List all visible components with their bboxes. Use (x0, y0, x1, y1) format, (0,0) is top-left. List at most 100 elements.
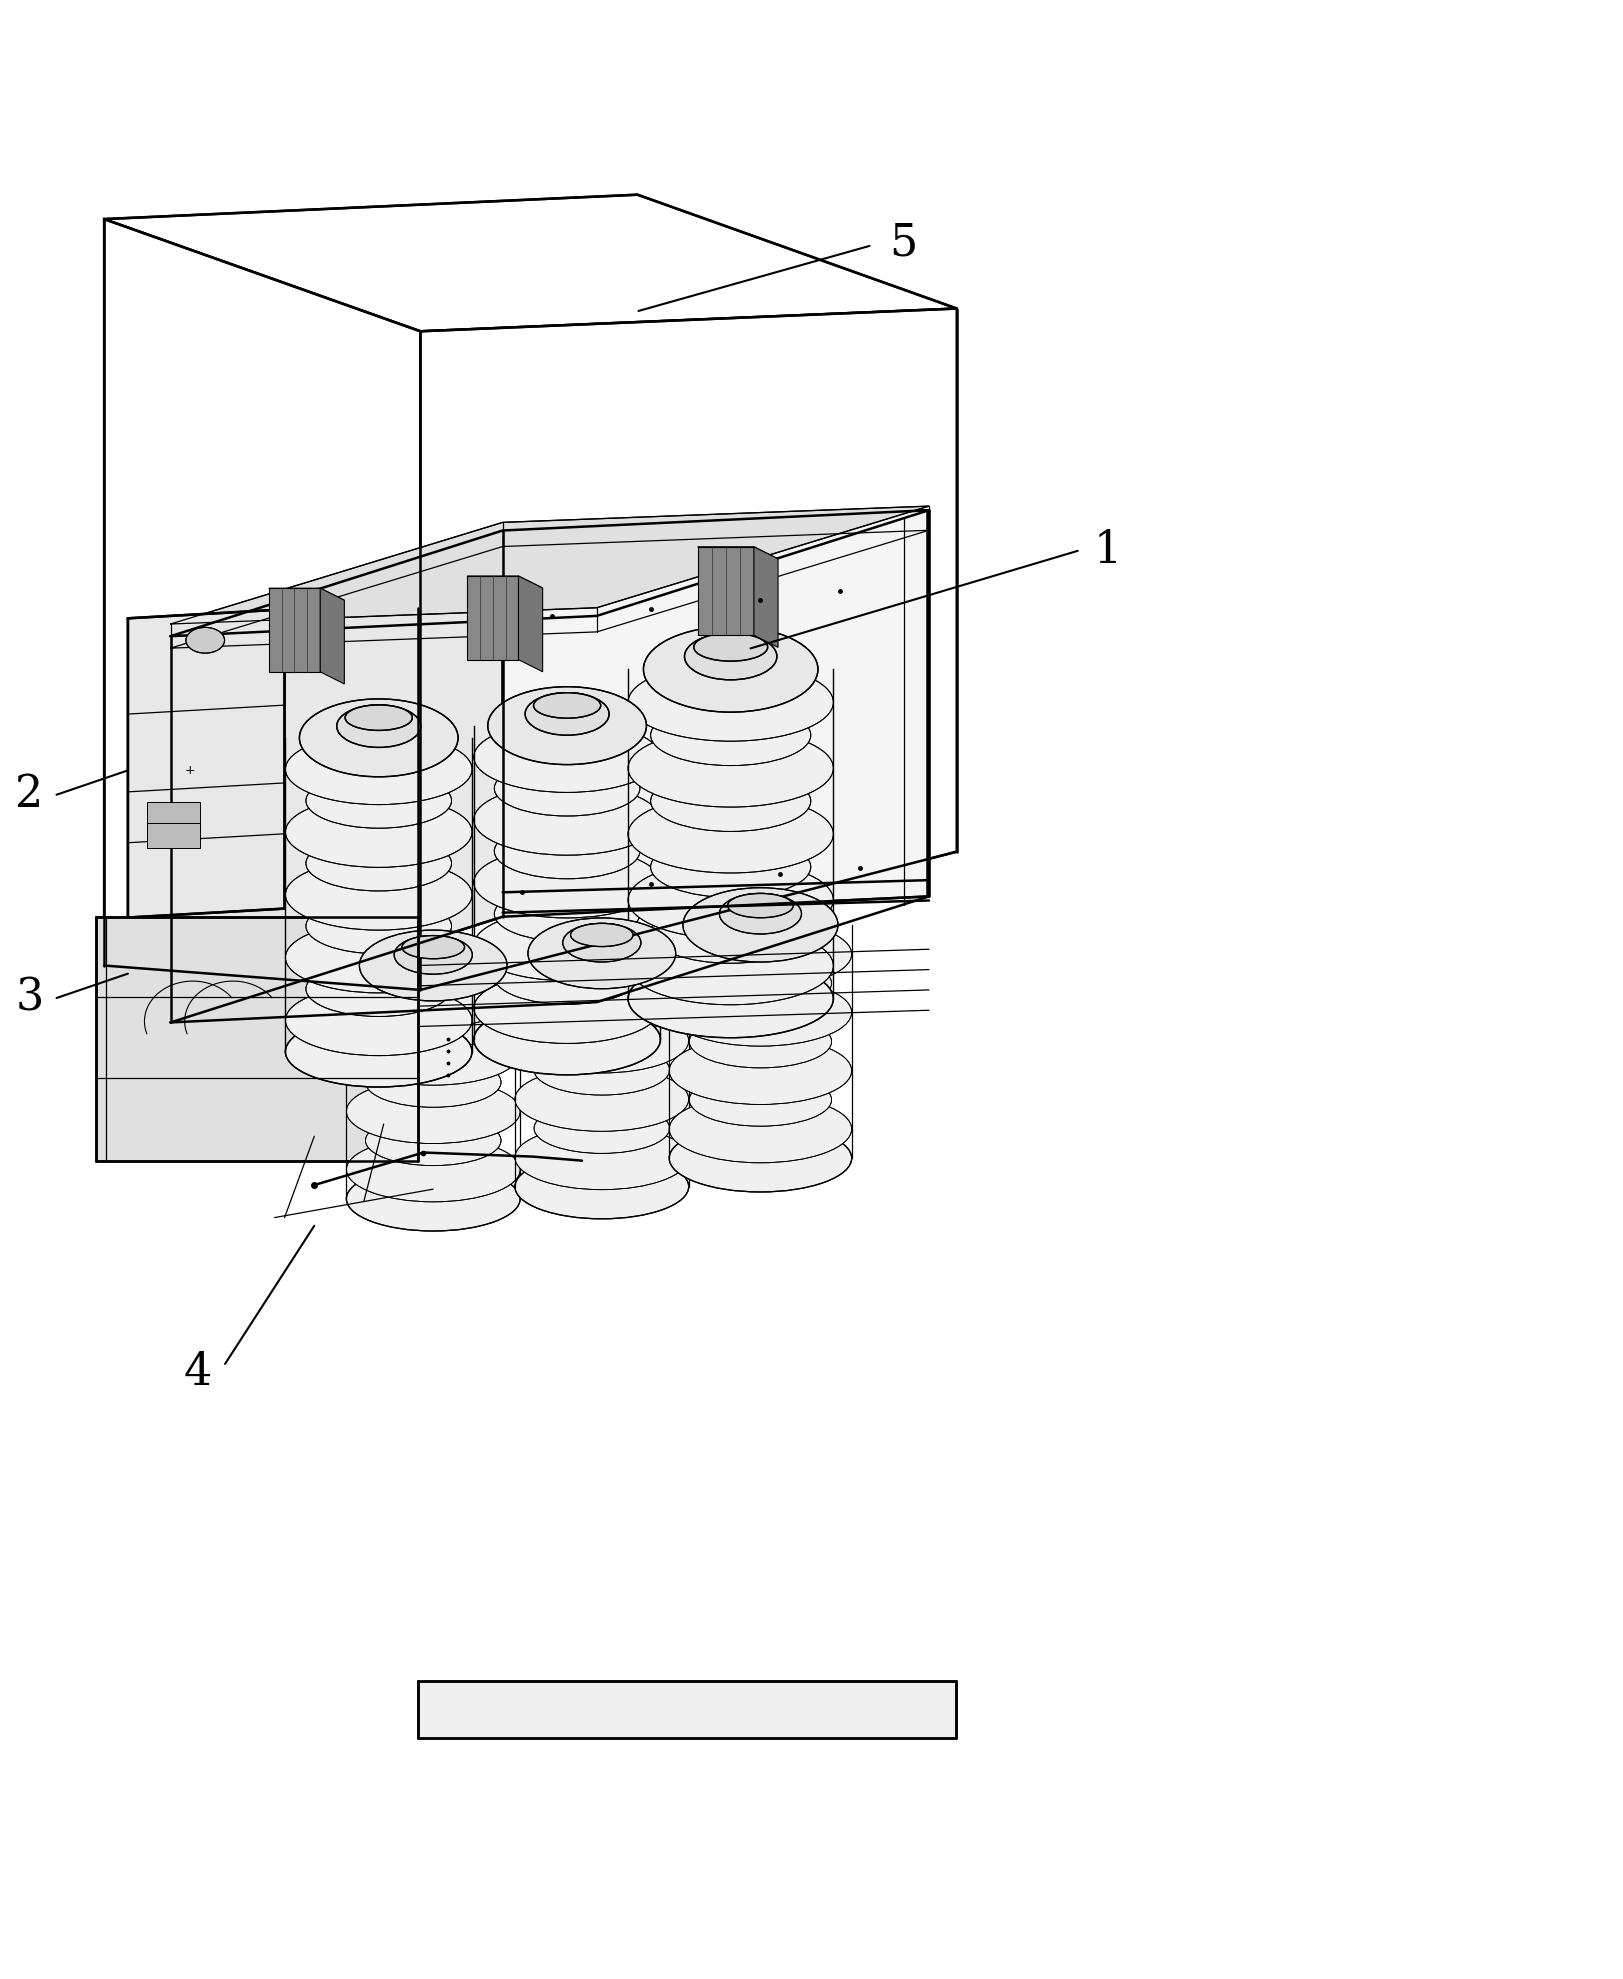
Ellipse shape (683, 889, 837, 962)
Ellipse shape (365, 999, 502, 1049)
Ellipse shape (394, 936, 472, 974)
Ellipse shape (495, 760, 639, 815)
Polygon shape (128, 610, 284, 918)
Ellipse shape (643, 627, 818, 712)
Ellipse shape (307, 898, 451, 954)
Polygon shape (320, 588, 344, 685)
Ellipse shape (651, 770, 812, 831)
Ellipse shape (286, 734, 472, 805)
Ellipse shape (346, 705, 412, 730)
Ellipse shape (628, 926, 833, 1005)
Ellipse shape (336, 705, 420, 748)
Ellipse shape (669, 1094, 852, 1164)
Polygon shape (96, 916, 419, 1160)
Text: 3: 3 (15, 976, 44, 1019)
Ellipse shape (534, 1102, 670, 1154)
Ellipse shape (527, 918, 675, 990)
Ellipse shape (693, 633, 768, 661)
Ellipse shape (286, 986, 472, 1055)
Polygon shape (104, 194, 956, 330)
Ellipse shape (299, 699, 458, 778)
Text: 4: 4 (183, 1350, 213, 1393)
Ellipse shape (307, 835, 451, 891)
Ellipse shape (365, 1116, 502, 1166)
Ellipse shape (403, 936, 464, 958)
Ellipse shape (514, 1126, 688, 1189)
Ellipse shape (307, 774, 451, 829)
Ellipse shape (628, 960, 833, 1037)
Ellipse shape (690, 1073, 831, 1126)
Ellipse shape (534, 693, 601, 718)
Ellipse shape (187, 627, 224, 653)
Ellipse shape (474, 972, 661, 1043)
Polygon shape (755, 546, 777, 647)
Polygon shape (170, 511, 928, 635)
Ellipse shape (495, 823, 639, 879)
Ellipse shape (474, 722, 661, 792)
Ellipse shape (474, 784, 661, 855)
Ellipse shape (651, 705, 812, 766)
Ellipse shape (474, 1003, 661, 1075)
Text: 1: 1 (1094, 528, 1121, 572)
Ellipse shape (690, 1015, 831, 1069)
Polygon shape (269, 588, 344, 600)
Ellipse shape (690, 956, 831, 1009)
Ellipse shape (359, 930, 506, 1001)
Polygon shape (503, 511, 928, 916)
Ellipse shape (669, 1124, 852, 1191)
Ellipse shape (628, 728, 833, 807)
Ellipse shape (346, 1021, 519, 1084)
Ellipse shape (514, 950, 688, 1015)
Ellipse shape (514, 1154, 688, 1219)
Ellipse shape (534, 1045, 670, 1094)
Ellipse shape (489, 687, 646, 764)
Ellipse shape (346, 962, 519, 1027)
Polygon shape (419, 1680, 956, 1738)
Text: +: + (185, 764, 196, 778)
Ellipse shape (563, 924, 641, 962)
Ellipse shape (474, 847, 661, 918)
Polygon shape (146, 823, 200, 849)
Ellipse shape (727, 893, 794, 918)
Ellipse shape (669, 978, 852, 1047)
Ellipse shape (526, 693, 609, 736)
Ellipse shape (719, 893, 802, 934)
Polygon shape (170, 507, 928, 623)
Ellipse shape (495, 950, 639, 1003)
Ellipse shape (628, 663, 833, 742)
Ellipse shape (365, 1057, 502, 1108)
Ellipse shape (474, 910, 661, 982)
Polygon shape (518, 576, 542, 671)
Polygon shape (698, 546, 755, 635)
Polygon shape (467, 576, 542, 588)
Ellipse shape (534, 988, 670, 1037)
Ellipse shape (669, 1037, 852, 1104)
Ellipse shape (286, 922, 472, 993)
Ellipse shape (495, 887, 639, 942)
Ellipse shape (286, 1017, 472, 1086)
Ellipse shape (286, 859, 472, 930)
Polygon shape (698, 546, 777, 558)
Polygon shape (420, 309, 956, 990)
Polygon shape (269, 588, 320, 671)
Ellipse shape (346, 1138, 519, 1201)
Ellipse shape (651, 837, 812, 896)
Ellipse shape (685, 633, 777, 681)
Polygon shape (170, 530, 503, 1023)
Text: 2: 2 (15, 774, 44, 817)
Polygon shape (104, 220, 420, 990)
Ellipse shape (628, 861, 833, 938)
Ellipse shape (346, 1168, 519, 1231)
Ellipse shape (307, 962, 451, 1017)
Ellipse shape (346, 1079, 519, 1144)
Ellipse shape (514, 1009, 688, 1073)
Polygon shape (146, 801, 200, 827)
Ellipse shape (514, 1067, 688, 1132)
Ellipse shape (669, 920, 852, 988)
Text: 5: 5 (889, 222, 917, 265)
Ellipse shape (571, 924, 633, 946)
Ellipse shape (651, 902, 812, 964)
Polygon shape (467, 576, 518, 659)
Ellipse shape (286, 798, 472, 867)
Ellipse shape (628, 796, 833, 873)
